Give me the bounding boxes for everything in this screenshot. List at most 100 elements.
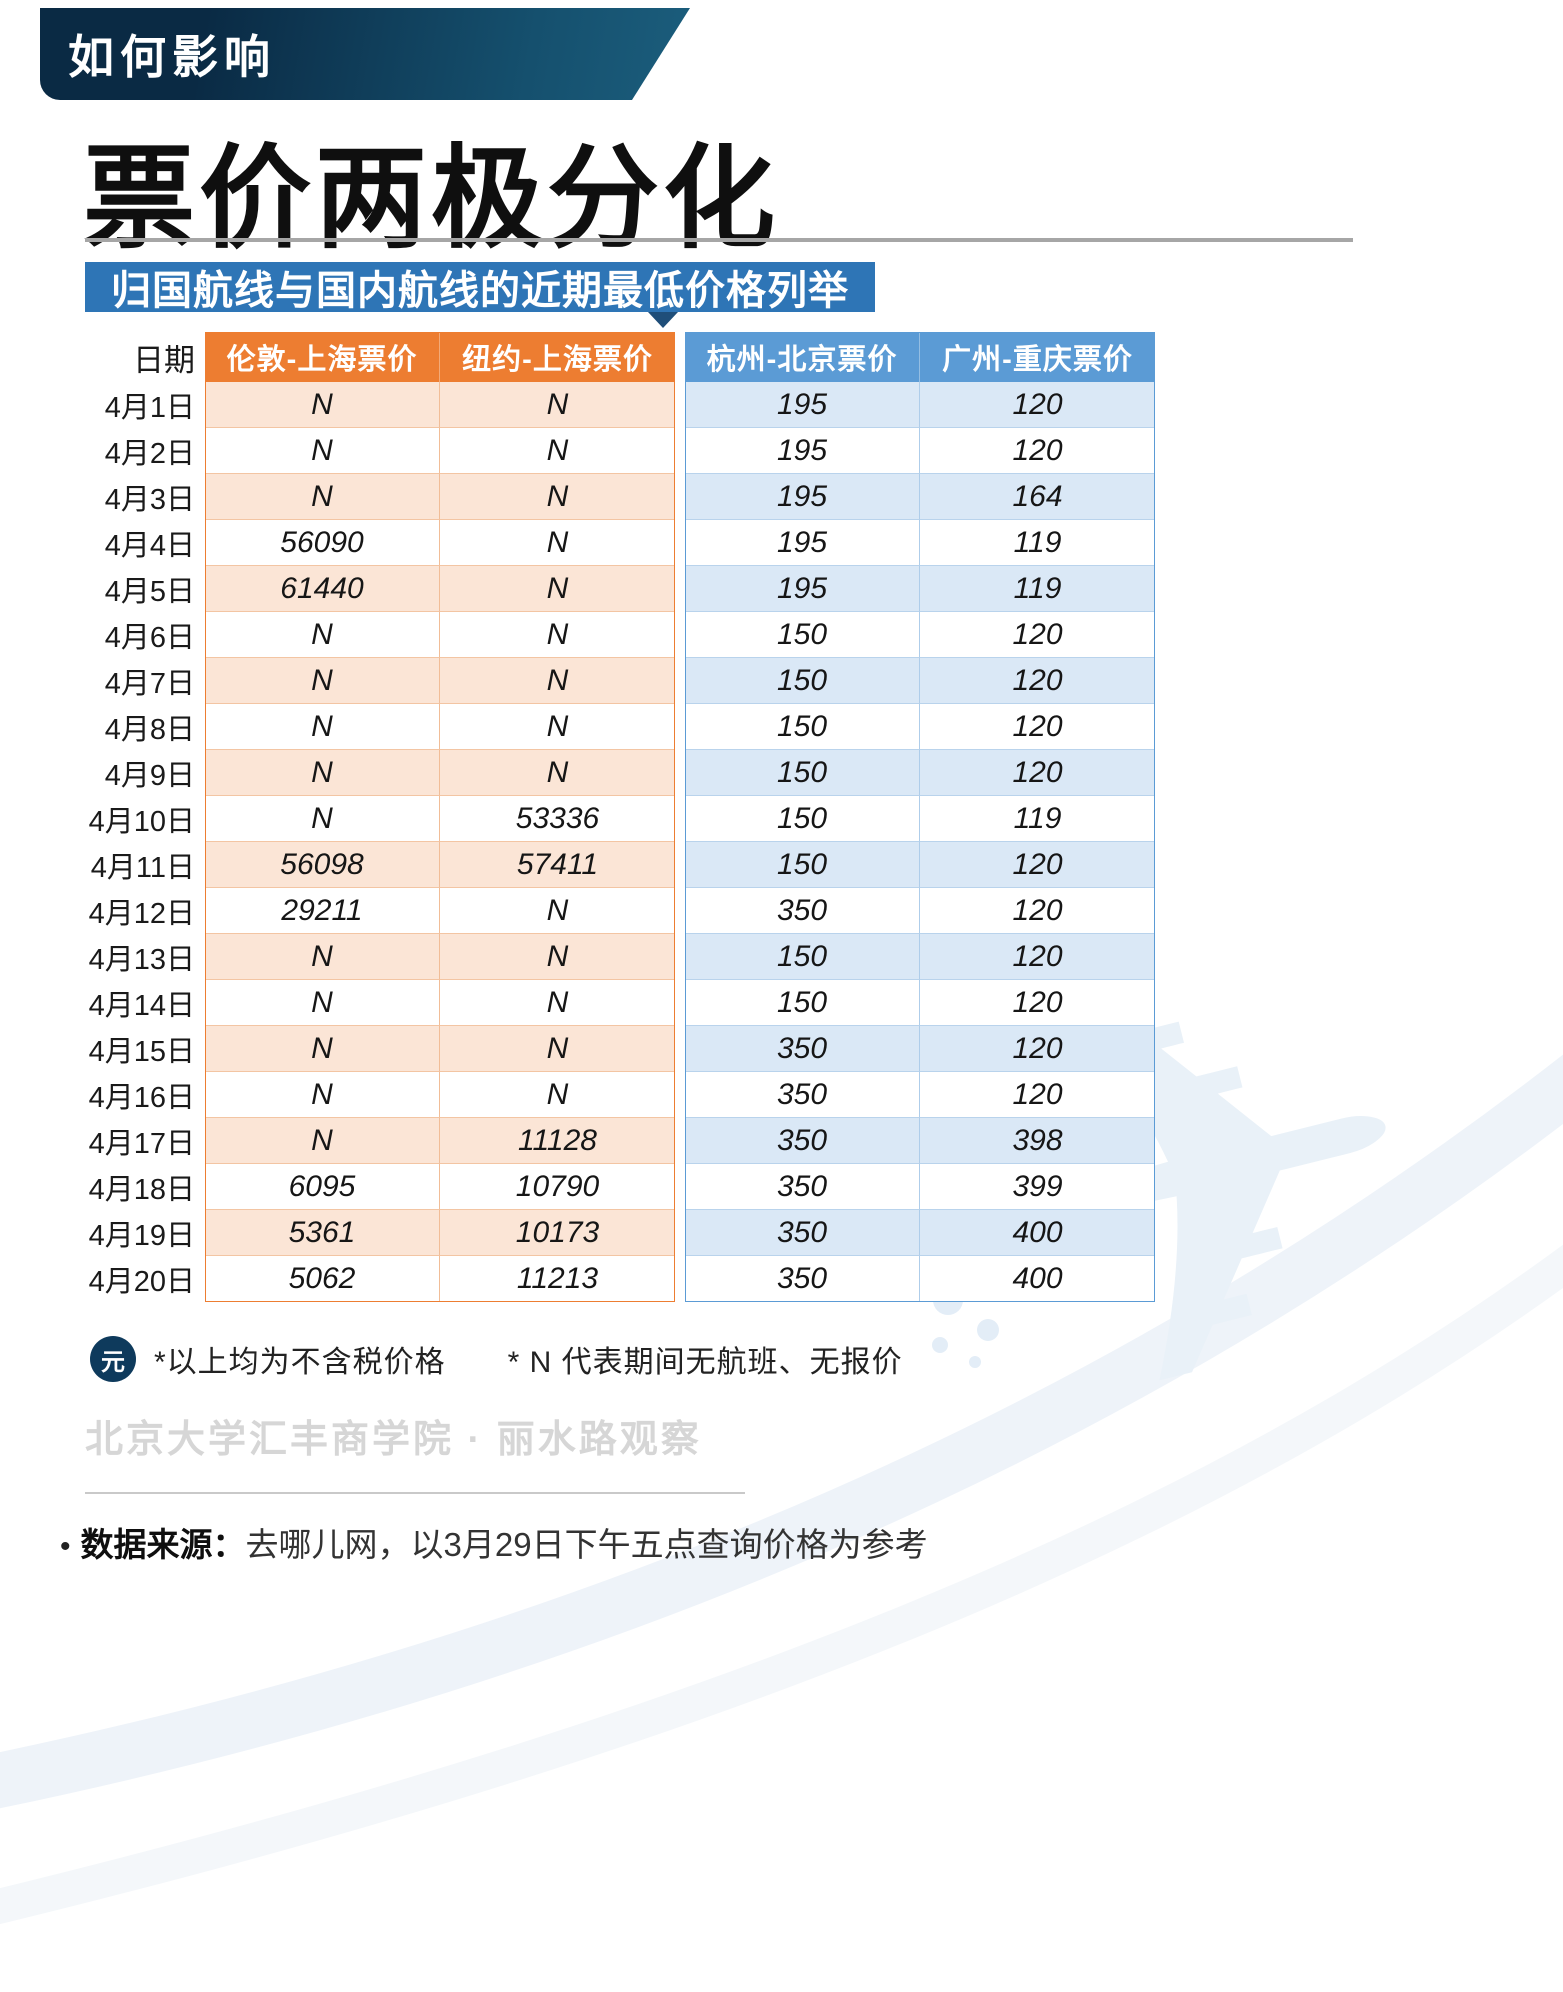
price-cell: 150 [685,842,920,888]
date-cell: 4月13日 [88,944,195,976]
price-cell: 120 [920,382,1155,428]
price-cell: 120 [920,980,1155,1026]
date-cell: 4月19日 [88,1220,195,1252]
date-cell: 4月18日 [88,1174,195,1206]
price-cell: 164 [920,474,1155,520]
price-cell: 120 [920,888,1155,934]
date-cell: 4月6日 [104,622,195,654]
price-cell: N [205,1118,440,1164]
yuan-icon: 元 [90,1336,136,1382]
column-header-hangzhou-beijing: 杭州-北京票价 [685,332,920,382]
price-cell: 119 [920,566,1155,612]
price-cell: N [205,750,440,796]
price-cell: N [440,888,675,934]
column-header-newyork-shanghai: 纽约-上海票价 [440,332,675,382]
table-row: 4月19日 5361 10173 350 400 [85,1210,1155,1256]
date-cell: 4月7日 [104,668,195,700]
date-cell: 4月16日 [88,1082,195,1114]
date-cell: 4月15日 [88,1036,195,1068]
date-cell: 4月8日 [104,714,195,746]
price-cell: 120 [920,612,1155,658]
source-label: 数据来源： [80,1526,246,1563]
price-cell: 195 [685,428,920,474]
price-cell: 29211 [205,888,440,934]
date-cell: 4月1日 [104,392,195,424]
price-cell: 120 [920,704,1155,750]
title-rule [85,238,1353,242]
price-cell: 56090 [205,520,440,566]
price-cell: N [205,796,440,842]
price-cell: N [440,428,675,474]
price-cell: N [205,980,440,1026]
price-cell: 150 [685,980,920,1026]
price-cell: 11128 [440,1118,675,1164]
date-cell: 4月20日 [88,1266,195,1298]
price-cell: 350 [685,888,920,934]
price-cell: N [205,1026,440,1072]
price-cell: N [205,612,440,658]
table-row: 4月10日 N 53336 150 119 [85,796,1155,842]
table-row: 4月11日 56098 57411 150 120 [85,842,1155,888]
table-row: 4月1日 N N 195 120 [85,382,1155,428]
price-cell: N [205,382,440,428]
price-cell: 120 [920,428,1155,474]
table-row: 4月20日 5062 11213 350 400 [85,1256,1155,1302]
price-cell: N [205,658,440,704]
price-cell: 350 [685,1256,920,1302]
price-cell: 120 [920,1026,1155,1072]
table-row: 4月17日 N 11128 350 398 [85,1118,1155,1164]
footnote-text: *以上均为不含税价格 * N 代表期间无航班、无报价 [154,1346,903,1379]
price-cell: 195 [685,566,920,612]
price-cell: 150 [685,612,920,658]
table-row: 4月2日 N N 195 120 [85,428,1155,474]
price-cell: 5062 [205,1256,440,1302]
price-cell: N [205,1072,440,1118]
price-cell: 150 [685,704,920,750]
price-cell: N [205,934,440,980]
price-cell: 119 [920,796,1155,842]
table-body: 4月1日 N N 195 120 4月2日 N N 195 120 4月3日 N N 195 164 4月4日… [85,382,1155,1302]
price-cell: 195 [685,382,920,428]
price-cell: 350 [685,1118,920,1164]
price-cell: 120 [920,1072,1155,1118]
price-cell: N [440,1072,675,1118]
price-cell: 350 [685,1164,920,1210]
price-cell: 350 [685,1210,920,1256]
price-cell: 400 [920,1210,1155,1256]
price-cell: 350 [685,1026,920,1072]
table-row: 4月16日 N N 350 120 [85,1072,1155,1118]
price-cell: 120 [920,934,1155,980]
price-cell: N [440,658,675,704]
date-cell: 4月5日 [104,576,195,608]
table-row: 4月18日 6095 10790 350 399 [85,1164,1155,1210]
price-cell: N [440,980,675,1026]
price-cell: 57411 [440,842,675,888]
watermark-text: 北京大学汇丰商学院 · 丽水路观察 [85,1419,702,1461]
price-cell: 120 [920,842,1155,888]
source-bullet: • [60,1530,71,1563]
source-line: • 数据来源： 去哪儿网，以3月29日下午五点查询价格为参考 [60,1518,928,1566]
price-cell: 195 [685,474,920,520]
price-cell: 400 [920,1256,1155,1302]
price-cell: 10790 [440,1164,675,1210]
price-cell: 119 [920,520,1155,566]
price-cell: N [440,612,675,658]
date-cell: 4月9日 [104,760,195,792]
price-cell: N [440,704,675,750]
column-header-guangzhou-chongqing: 广州-重庆票价 [920,332,1155,382]
price-table: 日期 伦敦-上海票价 纽约-上海票价 杭州-北京票价 广州-重庆票价 4月1日 N… [85,332,1155,1302]
price-cell: 120 [920,750,1155,796]
price-cell: N [440,1026,675,1072]
price-cell: N [440,520,675,566]
page-title: 票价两极分化 [83,136,779,261]
table-row: 4月4日 56090 N 195 119 [85,520,1155,566]
price-cell: 120 [920,658,1155,704]
table-row: 4月12日 29211 N 350 120 [85,888,1155,934]
price-cell: 61440 [205,566,440,612]
price-cell: 150 [685,658,920,704]
date-cell: 4月4日 [104,530,195,562]
price-cell: 150 [685,934,920,980]
price-cell: 53336 [440,796,675,842]
date-cell: 4月17日 [88,1128,195,1160]
banner-label: 如何影响 [68,31,276,83]
